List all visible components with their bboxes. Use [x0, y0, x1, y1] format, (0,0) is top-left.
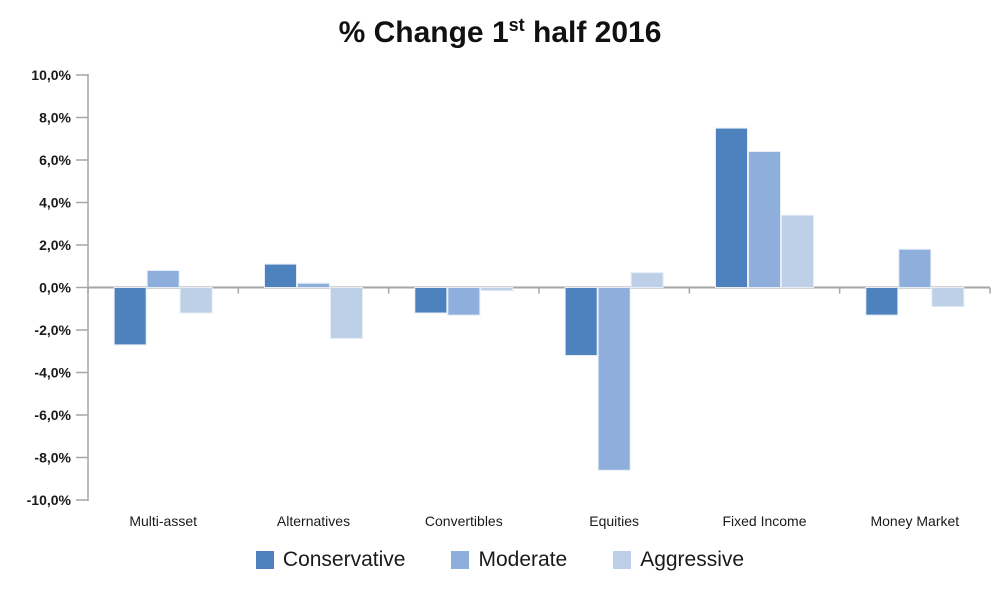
y-axis-tick-label: -10,0% — [27, 492, 72, 508]
y-axis-tick-label: 10,0% — [31, 67, 71, 83]
x-axis-category-label: Convertibles — [425, 513, 503, 529]
x-axis-category-label: Equities — [589, 513, 639, 529]
legend-item-moderate: Moderate — [451, 548, 567, 572]
bar-aggressive-equities — [630, 272, 664, 288]
bar-aggressive-convertibles — [480, 287, 514, 292]
chart-legend: Conservative Moderate Aggressive — [0, 548, 1000, 572]
bar-aggressive-multi-asset — [179, 287, 213, 314]
y-axis-tick-label: 0,0% — [39, 280, 71, 296]
bar-aggressive-fixed-income — [781, 214, 814, 288]
y-axis-tick-label: -4,0% — [34, 365, 71, 381]
chart-title-superscript: st — [508, 15, 525, 35]
legend-swatch-conservative — [255, 551, 274, 569]
bar-conservative-alternatives — [264, 263, 297, 288]
bar-moderate-equities — [597, 287, 631, 471]
bar-aggressive-alternatives — [330, 287, 363, 339]
y-axis-tick-label: 2,0% — [39, 237, 71, 253]
y-axis-tick-label: -8,0% — [34, 450, 71, 466]
chart-title-prefix: % Change 1 — [338, 16, 509, 49]
legend-label-aggressive: Aggressive — [640, 548, 745, 571]
legend-label-moderate: Moderate — [478, 548, 568, 571]
bar-aggressive-money-market — [931, 287, 965, 308]
bar-conservative-fixed-income — [715, 127, 748, 288]
legend-label-conservative: Conservative — [282, 548, 406, 571]
y-axis-tick-label: -2,0% — [34, 322, 71, 338]
x-axis-category-label: Alternatives — [277, 513, 350, 529]
legend-swatch-aggressive — [613, 551, 632, 569]
chart-title-suffix: half 2016 — [524, 16, 662, 49]
x-axis-category-label: Fixed Income — [722, 513, 806, 529]
legend-item-aggressive: Aggressive — [613, 548, 744, 572]
bar-conservative-money-market — [865, 287, 899, 316]
x-axis-category-label: Money Market — [870, 513, 959, 529]
bar-moderate-multi-asset — [146, 270, 180, 288]
bar-conservative-equities — [564, 287, 598, 356]
legend-item-conservative: Conservative — [255, 548, 406, 572]
y-axis-tick-label: 6,0% — [39, 152, 71, 168]
bar-moderate-convertibles — [447, 287, 481, 316]
bar-moderate-alternatives — [297, 282, 330, 288]
y-axis-tick-label: -6,0% — [34, 407, 71, 423]
bar-moderate-money-market — [898, 248, 932, 288]
chart-title: % Change 1st half 2016 — [0, 16, 1000, 50]
x-axis-category-label: Multi-asset — [129, 513, 197, 529]
y-axis-tick-label: 8,0% — [39, 110, 71, 126]
y-axis-tick-label: 4,0% — [39, 195, 71, 211]
bar-conservative-convertibles — [414, 287, 448, 314]
legend-swatch-moderate — [451, 551, 470, 569]
bar-conservative-multi-asset — [113, 287, 147, 346]
bar-moderate-fixed-income — [748, 151, 781, 288]
